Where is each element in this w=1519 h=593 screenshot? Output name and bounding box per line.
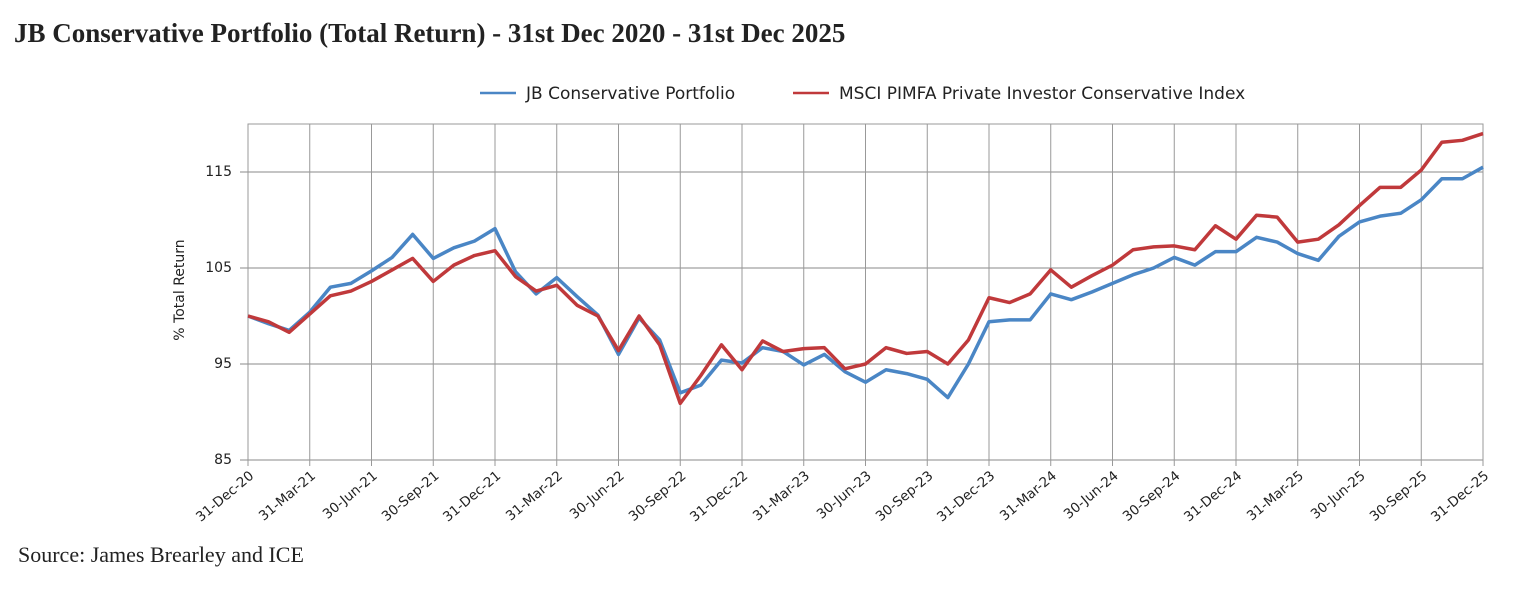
chart-title: JB Conservative Portfolio (Total Return)…	[14, 18, 845, 48]
x-tick-label: 31-Dec-23	[934, 468, 998, 525]
x-tick-label: 31-Mar-24	[997, 468, 1060, 524]
source-note: Source: James Brearley and ICE	[18, 542, 304, 567]
x-tick-label: 30-Sep-23	[873, 468, 937, 525]
x-tick-label: 30-Jun-25	[1308, 468, 1369, 523]
x-tick-label: 31-Mar-21	[256, 468, 319, 524]
x-tick-label: 30-Sep-24	[1120, 468, 1184, 525]
y-tick-label: 105	[205, 260, 232, 276]
y-tick-label: 95	[214, 356, 232, 372]
x-tick-label: 31-Dec-22	[687, 468, 751, 525]
x-tick-label: 30-Sep-22	[626, 468, 690, 525]
x-tick-label: 31-Dec-21	[440, 468, 504, 525]
x-tick-label: 31-Dec-25	[1428, 468, 1492, 525]
series-line	[247, 131, 1484, 406]
x-tick-label: 31-Mar-23	[750, 468, 813, 524]
x-tick-label: 31-Dec-24	[1181, 468, 1245, 525]
x-tick-label: 30-Jun-23	[814, 468, 875, 523]
legend-label: JB Conservative Portfolio	[525, 84, 735, 104]
x-tick-label: 30-Jun-21	[320, 468, 381, 523]
x-tick-label: 30-Jun-24	[1061, 468, 1122, 523]
series-line	[247, 165, 1484, 400]
x-tick-label: 30-Jun-22	[567, 468, 628, 523]
y-tick-label: 115	[205, 164, 232, 180]
y-axis-label: % Total Return	[172, 239, 188, 340]
x-tick-label: 30-Sep-25	[1367, 468, 1431, 525]
y-tick-label: 85	[214, 452, 232, 468]
x-tick-label: 30-Sep-21	[379, 468, 443, 525]
x-tick-label: 31-Dec-20	[193, 468, 257, 525]
legend-label: MSCI PIMFA Private Investor Conservative…	[839, 84, 1245, 104]
x-tick-label: 31-Mar-22	[503, 468, 566, 524]
x-tick-label: 31-Mar-25	[1244, 468, 1307, 524]
